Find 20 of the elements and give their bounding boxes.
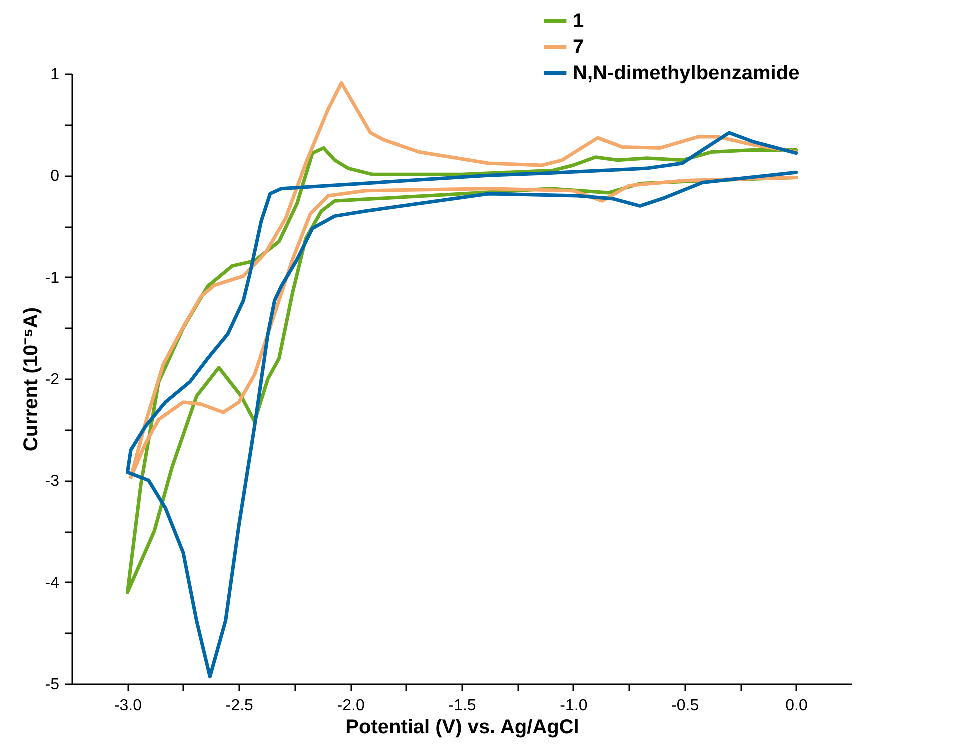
y-tick-label: 0 <box>50 168 60 186</box>
x-tick-label: -2.0 <box>337 698 365 714</box>
line-series <box>126 131 798 679</box>
legend-label: 1 <box>573 10 584 32</box>
x-tick-label: -0.5 <box>672 698 700 714</box>
x-tick-label: -1.5 <box>448 698 476 714</box>
y-tick-label: -3 <box>45 473 60 490</box>
y-tick-label: 1 <box>50 66 60 84</box>
x-axis-title: Potential (V) vs. Ag/AgCl <box>346 716 580 738</box>
x-tick-label: -1.0 <box>560 698 588 714</box>
legend-label: N,N-dimethylbenzamide <box>573 62 800 84</box>
y-tick-label: -2 <box>45 372 60 388</box>
x-tick-label: 0.0 <box>786 698 808 714</box>
x-tick-label: -3.0 <box>114 698 142 714</box>
legend-label: 7 <box>573 36 584 58</box>
y-tick-label: -1 <box>45 270 60 287</box>
y-axis-title: Current (10⁻⁵A) <box>20 307 42 452</box>
y-tick-label: -4 <box>45 574 60 592</box>
x-tick-label: -2.5 <box>226 698 254 714</box>
y-tick-label: -5 <box>45 676 60 694</box>
